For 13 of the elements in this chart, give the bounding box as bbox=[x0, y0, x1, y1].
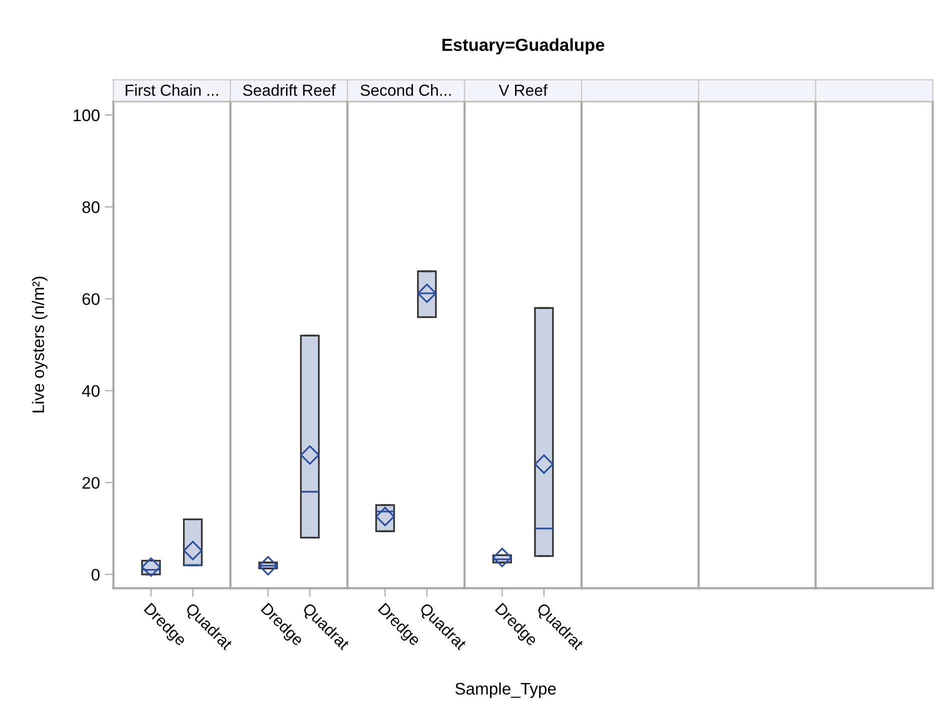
chart-subtitle: Second Ch... bbox=[360, 84, 451, 96]
y-tick-label: 0 bbox=[92, 568, 100, 581]
y-tick-label: 60 bbox=[82, 293, 100, 305]
chart-subtitle: Seadrift Reef bbox=[243, 84, 336, 96]
y-axis-title: Live oysters (n/m²) bbox=[32, 276, 48, 412]
y-tick-label: 100 bbox=[74, 109, 100, 122]
y-tick-label: 80 bbox=[82, 201, 100, 214]
chart-subtitle: V Reef bbox=[498, 84, 548, 96]
chart-subtitle: First Chain ... bbox=[126, 84, 218, 96]
x-axis-title: Sample_Type bbox=[455, 682, 556, 698]
chart-title: Estuary=Guadalupe bbox=[442, 38, 604, 54]
y-tick-label: 40 bbox=[82, 385, 100, 397]
y-tick-label: 20 bbox=[82, 476, 100, 489]
